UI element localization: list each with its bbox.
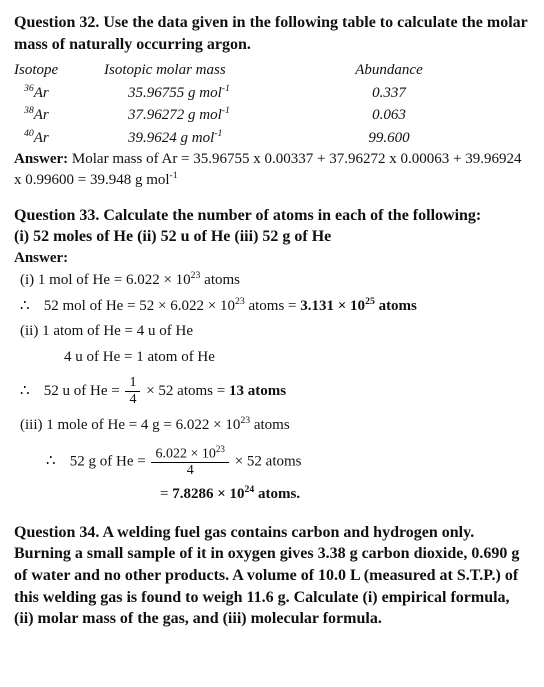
cell-abund: 0.337 (314, 82, 464, 105)
math-line: (iii) 1 mole of He = 4 g = 6.022 × 1023 … (18, 413, 530, 439)
q33-heading: Question 33. Calculate the number of ato… (14, 205, 530, 227)
math-line: ∴ 52 g of He = 6.022 × 10234 × 52 atoms (18, 439, 530, 479)
cell-isotope: 40Ar (14, 127, 104, 150)
math-line: = 7.8286 × 1024 atoms. (18, 478, 530, 508)
q33-parts: (i) 52 moles of He (ii) 52 u of He (iii)… (14, 226, 530, 248)
answer-label: Answer: (14, 250, 68, 266)
q33-working: (i) 1 mol of He = 6.022 × 1023 atoms ∴ 5… (14, 268, 530, 508)
q32-table: Isotope Isotopic molar mass Abundance 36… (14, 59, 530, 149)
cell-abund: 99.600 (314, 127, 464, 150)
math-line: (ii) 1 atom of He = 4 u of He (18, 319, 530, 345)
col-isotope: Isotope (14, 59, 104, 82)
math-line: ∴ 52 mol of He = 52 × 6.022 × 1023 atoms… (18, 294, 530, 320)
cell-abund: 0.063 (314, 104, 464, 127)
table-header-row: Isotope Isotopic molar mass Abundance (14, 59, 530, 82)
q32-heading: Question 32. Use the data given in the f… (14, 12, 530, 55)
col-mass: Isotopic molar mass (104, 59, 314, 82)
cell-mass: 39.9624 g mol-1 (104, 127, 314, 150)
cell-mass: 37.96272 g mol-1 (104, 104, 314, 127)
q34-heading: Question 34. A welding fuel gas contains… (14, 522, 530, 630)
math-line: ∴ 52 u of He = 14 × 52 atoms = 13 atoms (18, 370, 530, 413)
col-abund: Abundance (314, 59, 464, 82)
cell-isotope: 38Ar (14, 104, 104, 127)
cell-mass: 35.96755 g mol-1 (104, 82, 314, 105)
q32-answer: Answer: Molar mass of Ar = 35.96755 x 0.… (14, 149, 530, 191)
table-row: 38Ar 37.96272 g mol-1 0.063 (14, 104, 530, 127)
answer-label: Answer: (14, 151, 68, 167)
table-row: 36Ar 35.96755 g mol-1 0.337 (14, 82, 530, 105)
cell-isotope: 36Ar (14, 82, 104, 105)
math-line: (i) 1 mol of He = 6.022 × 1023 atoms (18, 268, 530, 294)
math-line: 4 u of He = 1 atom of He (18, 345, 530, 371)
table-row: 40Ar 39.9624 g mol-1 99.600 (14, 127, 530, 150)
